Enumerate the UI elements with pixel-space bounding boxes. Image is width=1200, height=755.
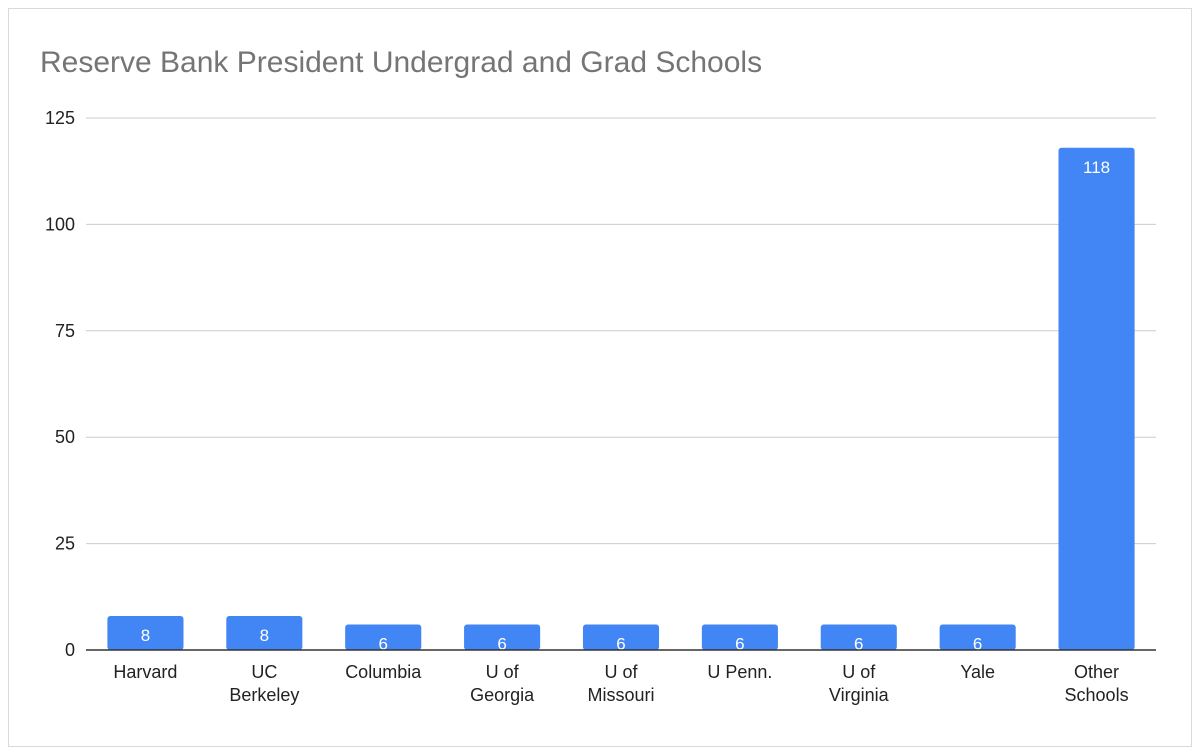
bar (107, 615, 184, 650)
chart-frame (8, 8, 1192, 747)
bar (1058, 147, 1135, 651)
y-tick-label: 50 (55, 427, 75, 447)
x-tick-label: U of Missouri (587, 662, 654, 705)
bar (939, 624, 1016, 650)
x-tick-label: Columbia (345, 662, 422, 682)
x-tick-label: Other Schools (1065, 662, 1129, 705)
data-label: 8 (141, 626, 150, 645)
y-tick-label: 100 (45, 214, 75, 234)
data-label: 6 (616, 634, 625, 653)
x-tick-label: U of Virginia (829, 662, 890, 705)
bar (226, 615, 303, 650)
data-label: 6 (378, 634, 387, 653)
data-label: 6 (973, 634, 982, 653)
x-tick-label: U Penn. (707, 662, 772, 682)
x-tick-label: Yale (960, 662, 995, 682)
chart-title: Reserve Bank President Undergrad and Gra… (40, 46, 763, 79)
x-tick-label: U of Georgia (470, 662, 535, 705)
y-tick-label: 125 (45, 108, 75, 128)
bar (701, 624, 778, 650)
x-tick-label: Harvard (113, 662, 177, 682)
bar (345, 624, 422, 650)
data-label: 6 (735, 634, 744, 653)
y-tick-label: 0 (65, 640, 75, 660)
bar (582, 624, 660, 650)
y-tick-label: 75 (55, 321, 75, 341)
data-label: 6 (854, 634, 863, 653)
data-label: 8 (260, 626, 269, 645)
y-tick-label: 25 (55, 534, 75, 554)
x-tick-label: UC Berkeley (229, 662, 299, 705)
data-label: 118 (1083, 158, 1110, 177)
bar (464, 624, 541, 650)
data-label: 6 (497, 634, 506, 653)
bar (820, 624, 897, 650)
